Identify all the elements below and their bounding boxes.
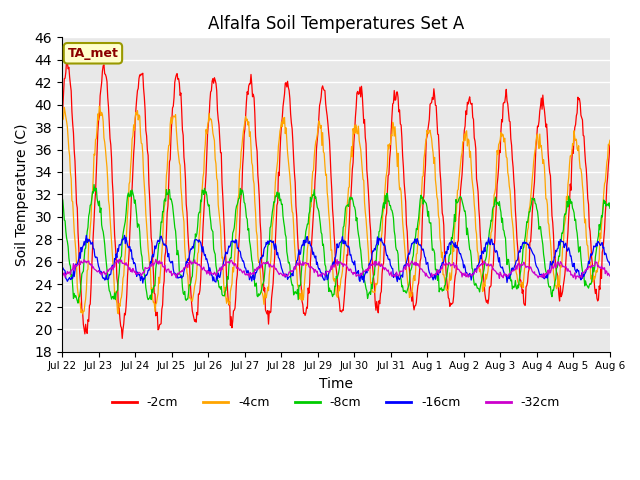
Text: TA_met: TA_met <box>67 47 118 60</box>
Y-axis label: Soil Temperature (C): Soil Temperature (C) <box>15 123 29 266</box>
Title: Alfalfa Soil Temperatures Set A: Alfalfa Soil Temperatures Set A <box>208 15 464 33</box>
Legend: -2cm, -4cm, -8cm, -16cm, -32cm: -2cm, -4cm, -8cm, -16cm, -32cm <box>107 391 565 414</box>
X-axis label: Time: Time <box>319 377 353 391</box>
